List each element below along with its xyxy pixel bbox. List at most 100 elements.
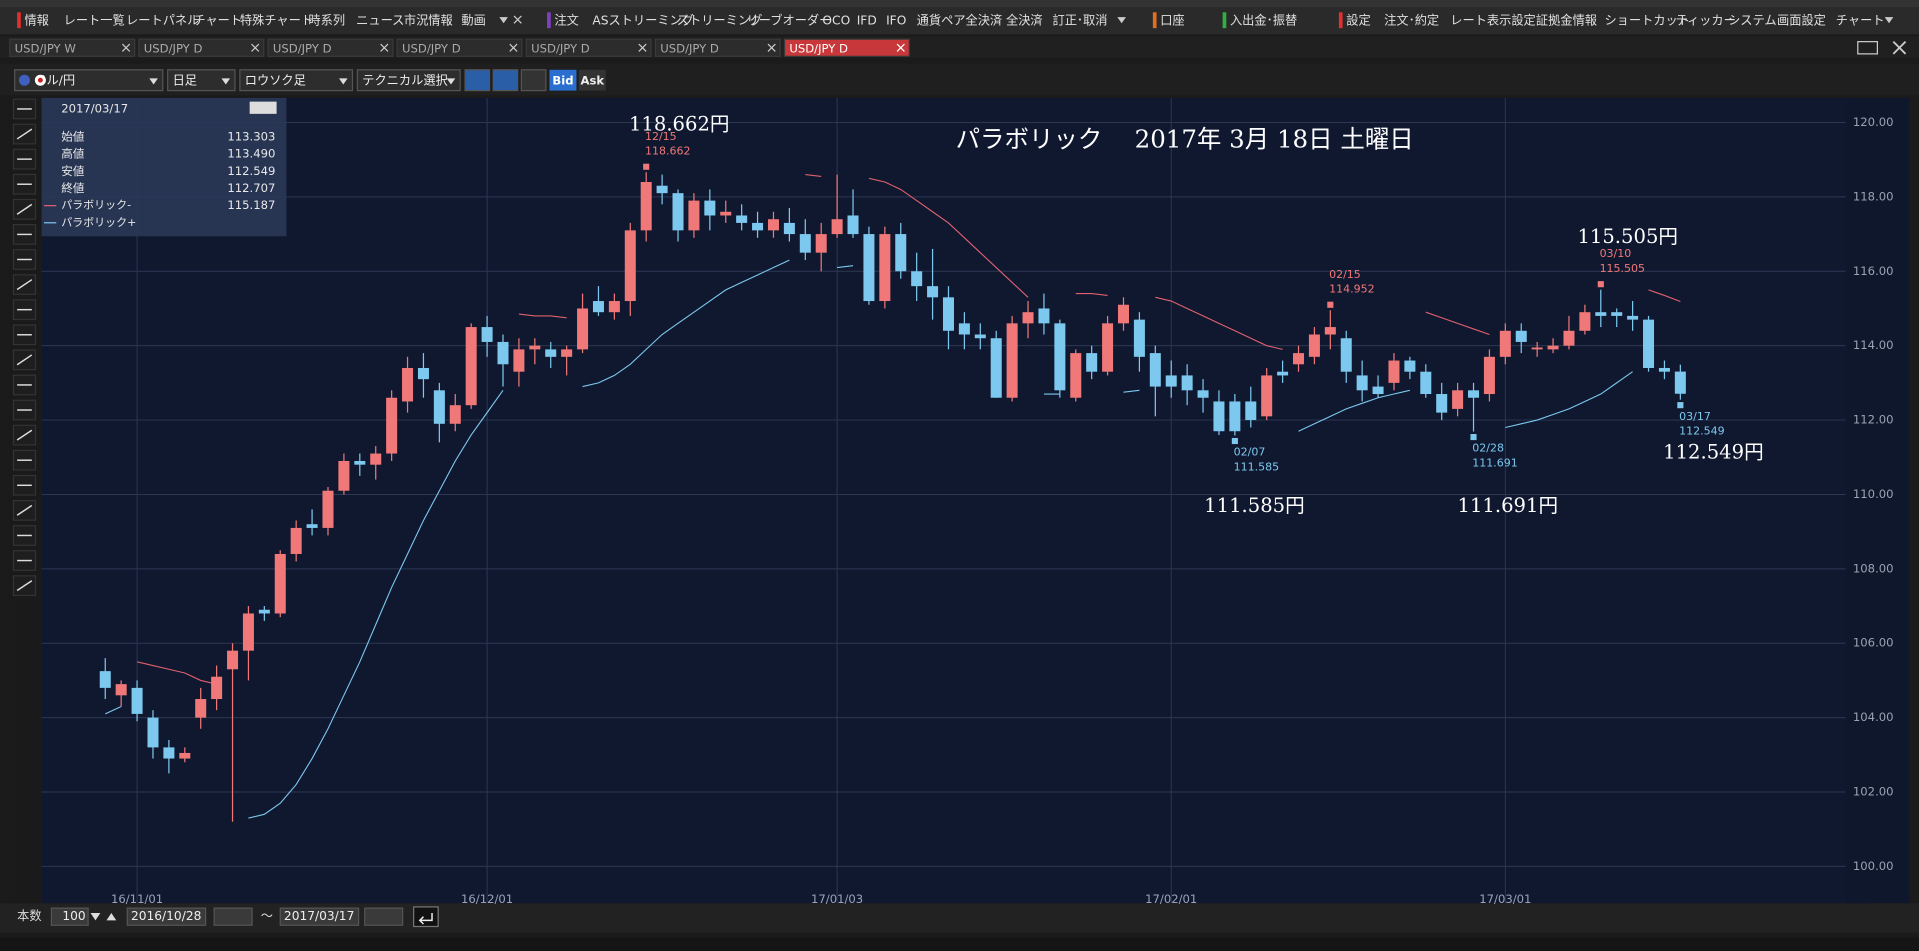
date-box[interactable] [364,907,404,926]
footer-tilde: ～ [261,909,273,923]
menu-item[interactable]: 情報 [24,13,48,27]
price-annotation: 111.585円 [1204,494,1305,517]
tool-glyph [16,279,33,291]
candle-body [1006,323,1018,398]
info-button[interactable] [249,101,277,114]
tab-label: USD/JPY D [402,41,461,55]
dropdown-arrow [446,78,456,85]
menu-item[interactable]: ティッカー [1675,13,1735,27]
menu-item[interactable]: レート表示設定 [1450,12,1536,27]
candle-body [911,271,923,287]
menu-item[interactable]: 設定 [1346,12,1370,27]
tab-label: USD/JPY D [273,41,332,55]
tool-button[interactable] [492,69,519,92]
candle-body [1611,312,1623,316]
candle-body [799,234,811,253]
x-tick-label: 17/02/01 [1145,892,1197,906]
candle-body [529,345,541,350]
menu-item[interactable]: 市況情報 [404,12,453,27]
candle-body [927,286,939,298]
menu-item[interactable]: ニュース [356,13,404,27]
menu-item[interactable]: ストリーミング [677,13,763,27]
tab[interactable] [138,38,265,57]
tab-label: USD/JPY W [15,41,77,55]
menu-item[interactable]: 入出金･振替 [1230,12,1297,27]
menu-item[interactable]: レート一覧 [64,12,125,27]
extreme-marker [1597,281,1604,288]
menu-item[interactable]: IFO [886,13,906,27]
tab[interactable] [783,38,910,57]
menu-item[interactable]: 動画 [461,13,485,27]
menu-item[interactable]: チャート [1836,13,1885,27]
date-box[interactable] [279,907,360,926]
dropdown[interactable] [239,69,354,92]
count-down[interactable] [90,913,101,921]
candle-body [1404,360,1416,372]
bid-button[interactable] [549,69,577,91]
menu-item[interactable]: 特殊チャート [240,12,313,27]
tool-button[interactable] [464,69,491,92]
count-up[interactable] [106,913,117,921]
candle-body [274,553,286,614]
menu-item[interactable]: 注文･約定 [1384,12,1439,27]
apply-button[interactable] [413,906,439,928]
date-box[interactable] [213,907,253,926]
menu-item[interactable]: ショートカット [1604,13,1690,27]
candle-body [306,524,318,528]
info-date: 2017/03/17 [61,101,128,115]
extreme-marker [1470,434,1477,441]
tool-button[interactable] [520,69,547,92]
count-box[interactable] [50,907,89,926]
tab[interactable] [654,38,781,57]
candle-body [338,460,350,491]
menu-item[interactable]: OCO [822,13,850,27]
footer: 本数 100 2016/10/28 2017/03/17 ～ [17,906,439,928]
chart-title: パラボリック 2017年 3月 18日 土曜日 [956,124,1414,153]
title-strip [0,0,1919,8]
restore-button[interactable] [1857,41,1879,55]
tab[interactable] [267,38,394,57]
tab[interactable] [9,38,136,57]
menu-item[interactable]: 通貨ペア全決済 [917,12,1003,27]
menu-item[interactable]: 訂正･取消 [1053,12,1108,27]
menu-item[interactable]: システム [1728,13,1777,27]
info-value: 113.490 [227,147,275,161]
menu-item[interactable]: ASストリーミング [592,13,694,27]
ask-button[interactable] [578,69,606,91]
menu-item[interactable]: 注文 [554,12,578,27]
candle-body [1420,371,1432,395]
candle-body [497,341,509,365]
menu-dropdown[interactable] [499,17,508,24]
chart: 100.00 102.00 104.00 106.00 108.00 110.00 112.… [41,97,1910,906]
tab-label: USD/JPY D [144,41,203,55]
candle-body [242,613,254,651]
candle-body [1324,327,1336,335]
menu-item[interactable]: 時系列 [308,13,345,27]
menu-dropdown[interactable] [1884,17,1894,24]
dropdown[interactable] [356,69,461,92]
date-box[interactable] [126,907,207,926]
menu-item[interactable]: 口座 [1160,12,1184,27]
menu-item[interactable]: 画面設定 [1777,12,1826,27]
legend-label: パラボリック+ [61,216,136,229]
candle-body [1133,319,1145,357]
menu-item[interactable]: リーブオーダー [747,12,832,27]
date-value: 2016/10/28 [131,909,201,923]
tab[interactable] [525,38,652,57]
candle-body [195,699,207,718]
marker-date: 02/28 [1472,442,1504,455]
candle-body [402,367,414,402]
menu-item[interactable]: IFD [857,13,877,27]
tab[interactable] [396,38,523,57]
menu-item[interactable]: レートパネル [126,13,199,27]
menu-dropdown[interactable] [1117,17,1126,24]
dropdown[interactable] [14,69,164,92]
dropdown[interactable] [167,69,236,92]
menu-item[interactable]: チャート [193,13,242,27]
menu-accent [1338,12,1343,29]
candle-body [179,752,191,759]
candle-body [1340,338,1352,372]
count-value: 100 [62,909,85,923]
menu-item[interactable]: 全決済 [1006,12,1043,27]
menu-item[interactable]: 証拠金情報 [1536,12,1597,27]
